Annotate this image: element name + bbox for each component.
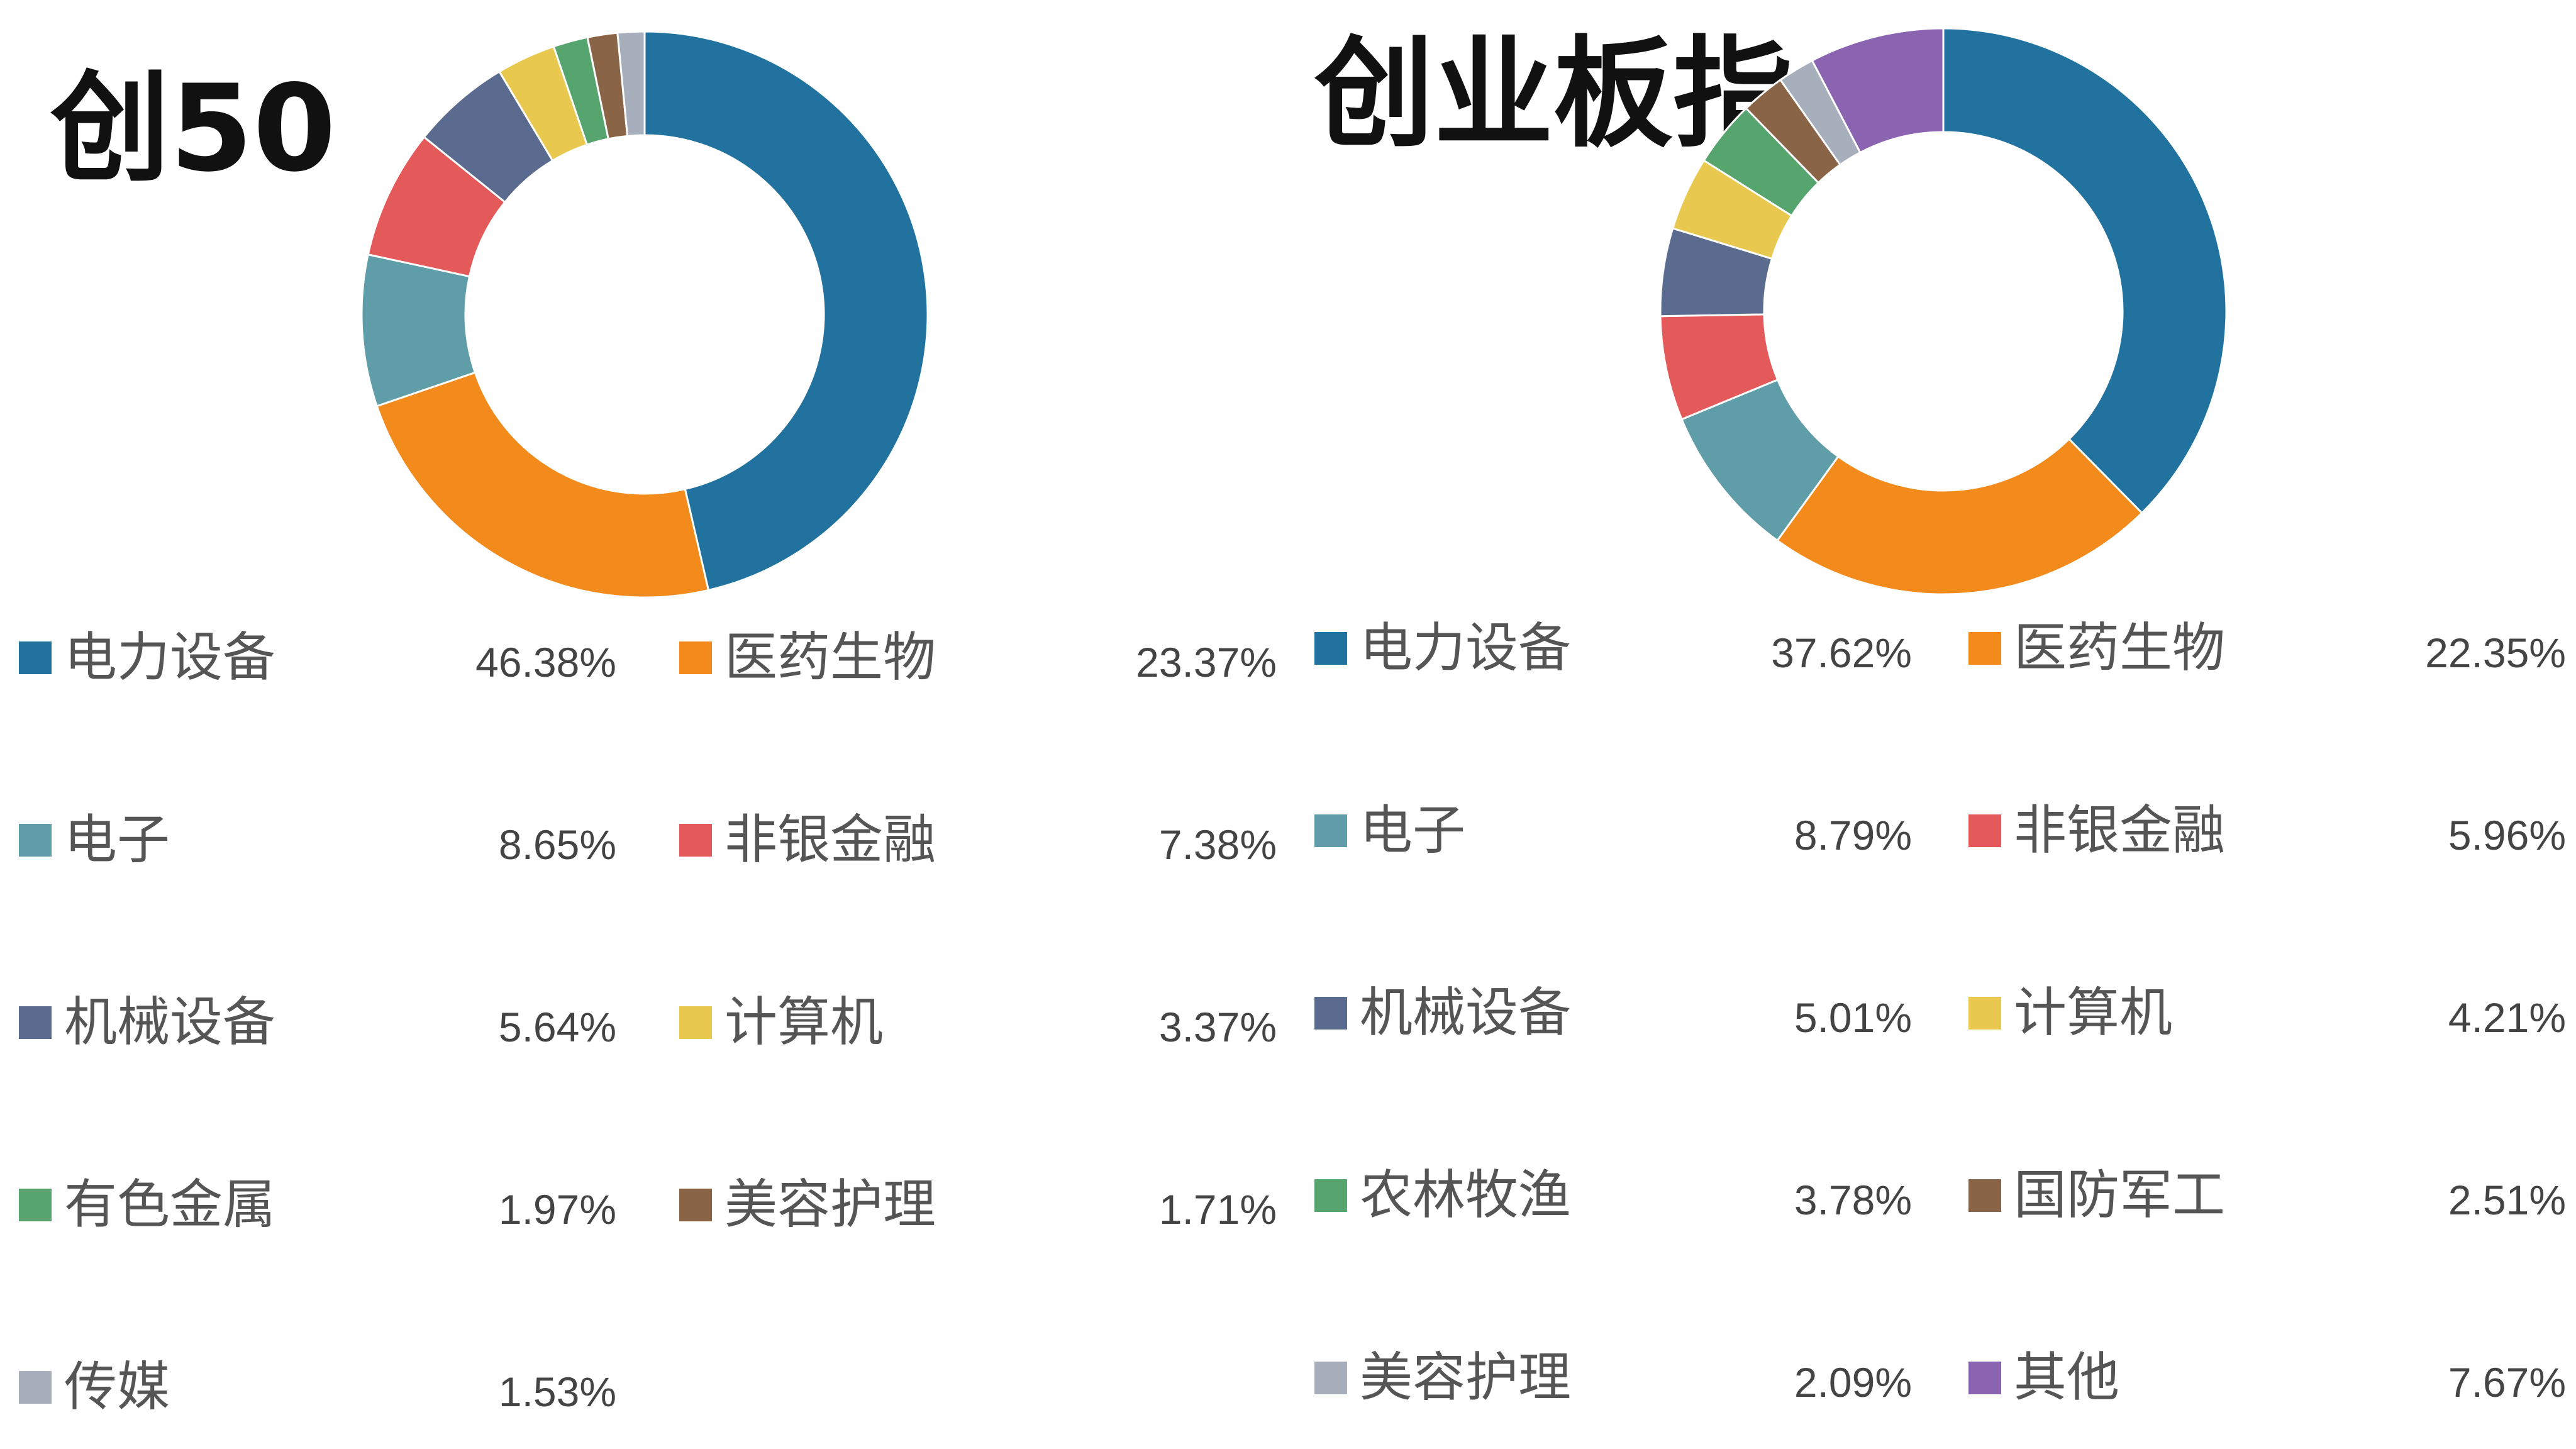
legend-swatch	[19, 824, 52, 857]
legend-value: 8.79%	[1794, 812, 1912, 858]
chart-panel-chinext-index: 创业板指 电力设备 37.62% 医药生物 22.35% 电子 8.79% 非银金融 5.96…	[1302, 0, 2576, 1449]
legend-item: 计算机 4.21%	[1968, 978, 2566, 1047]
donut-chart	[360, 30, 929, 599]
legend-label: 电力设备	[64, 626, 276, 688]
legend-item: 电力设备 46.38%	[19, 623, 616, 692]
legend-value: 1.53%	[498, 1368, 616, 1415]
legend-item: 医药生物 23.37%	[679, 623, 1277, 692]
legend-label: 医药生物	[724, 626, 936, 688]
legend-value: 5.01%	[1794, 994, 1912, 1041]
legend-value: 5.64%	[498, 1004, 616, 1050]
legend-label: 医药生物	[2014, 617, 2226, 679]
legend-swatch	[1314, 1179, 1347, 1212]
legend-label: 农林牧渔	[1360, 1164, 1572, 1226]
legend-label: 机械设备	[64, 991, 276, 1053]
legend-swatch	[679, 1189, 712, 1221]
legend-swatch	[1968, 1362, 2001, 1394]
legend-swatch	[1968, 1179, 2001, 1212]
legend-swatch	[679, 824, 712, 857]
legend-swatch	[679, 1006, 712, 1039]
legend-swatch	[1314, 632, 1347, 665]
legend-label: 机械设备	[1360, 982, 1572, 1043]
legend-label: 美容护理	[1360, 1346, 1572, 1408]
legend-label: 美容护理	[724, 1174, 936, 1235]
donut-slice-2	[1775, 437, 2143, 596]
legend-item: 医药生物 22.35%	[1968, 613, 2566, 682]
legend-label: 计算机	[724, 991, 884, 1053]
legend-label: 国防军工	[2014, 1164, 2226, 1226]
legend-item: 国防军工 2.51%	[1968, 1160, 2566, 1230]
legend-item: 电子 8.79%	[1314, 796, 1912, 865]
legend-item: 电子 8.65%	[19, 805, 616, 874]
legend-value: 23.37%	[1136, 639, 1277, 686]
legend-value: 37.62%	[1771, 630, 1912, 676]
legend-swatch	[1314, 814, 1347, 847]
legend-item: 非银金融 5.96%	[1968, 796, 2566, 865]
legend-item: 农林牧渔 3.78%	[1314, 1160, 1912, 1230]
legend-swatch	[1314, 1362, 1347, 1394]
legend-label: 有色金属	[64, 1174, 276, 1235]
legend-value: 8.65%	[498, 821, 616, 868]
legend-item: 非银金融 7.38%	[679, 805, 1277, 874]
legend-label: 非银金融	[724, 809, 936, 870]
legend-swatch	[1968, 997, 2001, 1030]
legend-label: 非银金融	[2014, 799, 2226, 861]
legend-label: 电子	[1360, 799, 1466, 861]
donut-slice-1	[1942, 27, 2228, 514]
chart-title: 创业板指	[1314, 25, 1793, 164]
legend-swatch	[1314, 997, 1347, 1030]
legend-swatch	[19, 1371, 52, 1404]
legend-label: 计算机	[2014, 982, 2173, 1043]
legend-value: 22.35%	[2425, 630, 2566, 676]
donut-slice-9	[616, 30, 646, 137]
legend-value: 1.71%	[1158, 1186, 1277, 1233]
legend-value: 46.38%	[475, 639, 616, 686]
donut-slice-1	[643, 30, 929, 592]
donut-slice-10	[1811, 27, 1945, 154]
legend-swatch	[1968, 632, 2001, 665]
donut-slice-2	[375, 371, 710, 599]
legend-value: 3.78%	[1794, 1177, 1912, 1223]
legend-value: 2.09%	[1794, 1359, 1912, 1406]
legend-item: 传媒 1.53%	[19, 1352, 616, 1421]
legend-item: 其他 7.67%	[1968, 1343, 2566, 1412]
legend-item: 电力设备 37.62%	[1314, 613, 1912, 682]
legend-value: 2.51%	[2448, 1177, 2566, 1223]
legend-item: 计算机 3.37%	[679, 987, 1277, 1057]
legend-swatch	[1968, 814, 2001, 847]
donut-chart	[1659, 27, 2228, 596]
legend-label: 其他	[2014, 1346, 2120, 1408]
legend-value: 7.67%	[2448, 1359, 2566, 1406]
legend-swatch	[679, 641, 712, 674]
chart-title: 创50	[50, 59, 336, 198]
legend-value: 4.21%	[2448, 994, 2566, 1041]
legend-label: 传媒	[64, 1356, 170, 1418]
legend-item: 美容护理 2.09%	[1314, 1343, 1912, 1412]
legend-value: 3.37%	[1158, 1004, 1277, 1050]
legend-swatch	[19, 1189, 52, 1221]
legend-swatch	[19, 641, 52, 674]
legend-label: 电力设备	[1360, 617, 1572, 679]
legend-value: 7.38%	[1158, 821, 1277, 868]
legend-item: 机械设备 5.64%	[19, 987, 616, 1057]
legend-swatch	[19, 1006, 52, 1039]
legend-item: 美容护理 1.71%	[679, 1170, 1277, 1239]
legend-label: 电子	[64, 809, 170, 870]
legend-item: 机械设备 5.01%	[1314, 978, 1912, 1047]
chart-panel-chuang50: 创50 电力设备 46.38% 医药生物 23.37% 电子 8.65% 非银金融 7.38%…	[0, 0, 1283, 1449]
legend-value: 5.96%	[2448, 812, 2566, 858]
legend-item: 有色金属 1.97%	[19, 1170, 616, 1239]
legend-value: 1.97%	[498, 1186, 616, 1233]
